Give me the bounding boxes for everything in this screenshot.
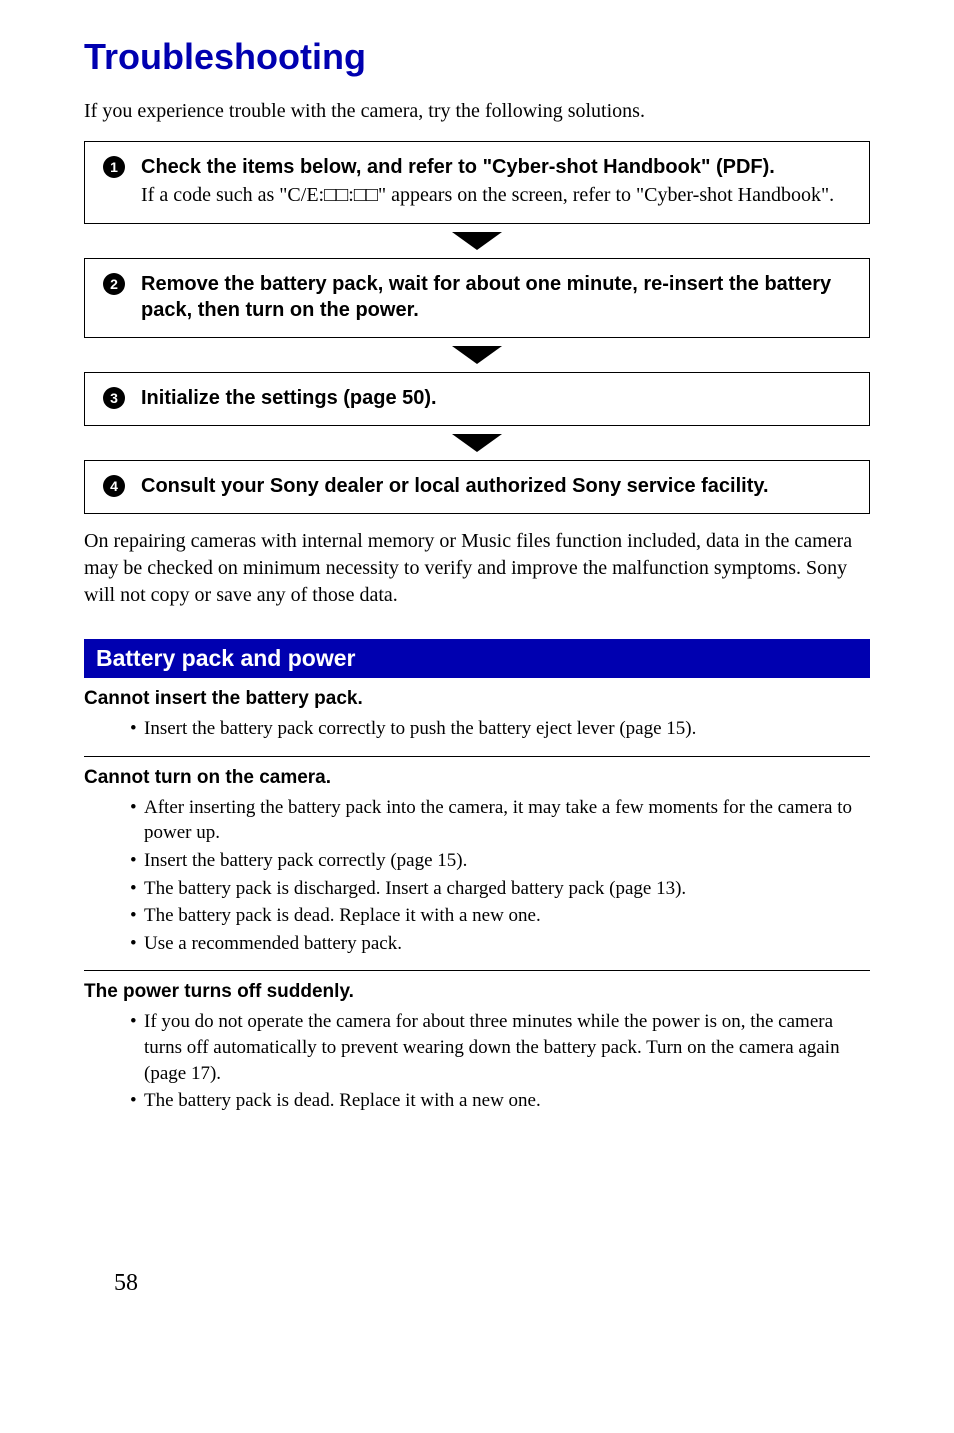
arrow-down-icon	[84, 232, 870, 252]
page-title: Troubleshooting	[84, 36, 870, 78]
list-item: •Insert the battery pack correctly to pu…	[130, 716, 870, 742]
step-box-1: 1 Check the items below, and refer to "C…	[84, 141, 870, 224]
svg-text:1: 1	[110, 159, 118, 175]
arrow-down-icon	[84, 346, 870, 366]
issue-title: Cannot turn on the camera.	[84, 767, 870, 789]
step-title: Check the items below, and refer to "Cyb…	[141, 154, 851, 180]
step-box-3: 3 Initialize the settings (page 50).	[84, 372, 870, 426]
list-item: •If you do not operate the camera for ab…	[130, 1009, 870, 1086]
bullet-list: •If you do not operate the camera for ab…	[84, 1009, 870, 1114]
step-box-4: 4 Consult your Sony dealer or local auth…	[84, 460, 870, 514]
arrow-down-icon	[84, 434, 870, 454]
step-subtext: If a code such as "C/E:□□:□□" appears on…	[141, 182, 851, 209]
svg-text:3: 3	[110, 390, 118, 406]
bullet-list: •Insert the battery pack correctly to pu…	[84, 716, 870, 742]
step-box-2: 2 Remove the battery pack, wait for abou…	[84, 258, 870, 338]
svg-text:2: 2	[110, 276, 118, 292]
issue-title: Cannot insert the battery pack.	[84, 688, 870, 710]
list-item: •Use a recommended battery pack.	[130, 931, 870, 957]
list-item: •Insert the battery pack correctly (page…	[130, 848, 870, 874]
list-item: •The battery pack is discharged. Insert …	[130, 876, 870, 902]
step-number-icon: 1	[103, 156, 125, 178]
step-title: Remove the battery pack, wait for about …	[141, 271, 851, 323]
list-item: •After inserting the battery pack into t…	[130, 795, 870, 846]
step-title: Initialize the settings (page 50).	[141, 385, 851, 411]
intro-text: If you experience trouble with the camer…	[84, 98, 870, 125]
step-number-icon: 2	[103, 273, 125, 295]
divider	[84, 756, 870, 757]
section-header: Battery pack and power	[84, 639, 870, 678]
svg-text:4: 4	[110, 478, 118, 494]
after-steps-text: On repairing cameras with internal memor…	[84, 528, 870, 609]
step-number-icon: 3	[103, 387, 125, 409]
list-item: •The battery pack is dead. Replace it wi…	[130, 1088, 870, 1114]
divider	[84, 970, 870, 971]
page-number: 58	[114, 1270, 138, 1297]
step-number-icon: 4	[103, 475, 125, 497]
list-item: •The battery pack is dead. Replace it wi…	[130, 903, 870, 929]
bullet-list: •After inserting the battery pack into t…	[84, 795, 870, 957]
issue-title: The power turns off suddenly.	[84, 981, 870, 1003]
step-title: Consult your Sony dealer or local author…	[141, 473, 851, 499]
